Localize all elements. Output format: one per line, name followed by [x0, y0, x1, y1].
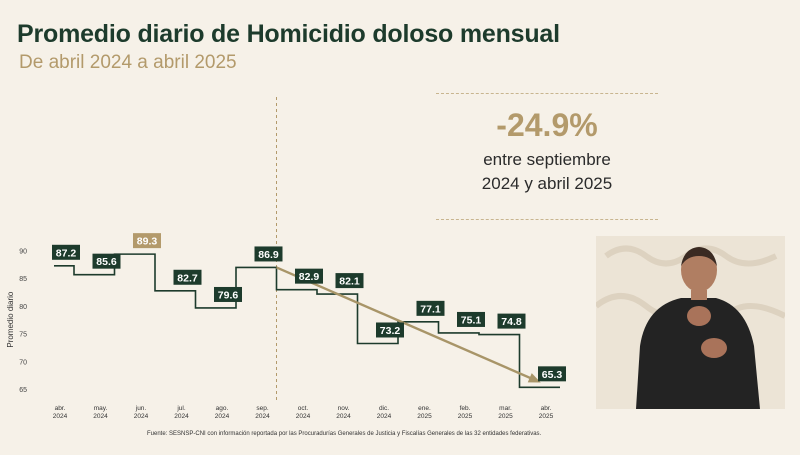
- y-tick-label: 90: [19, 248, 27, 255]
- x-tick-year-label: 2024: [215, 413, 230, 420]
- x-tick-year-label: 2024: [134, 413, 149, 420]
- x-tick-month-label: oct.: [298, 405, 309, 412]
- data-label: 77.1: [420, 303, 441, 315]
- kpi-top-divider: [436, 93, 658, 94]
- data-label-box: [538, 366, 566, 382]
- data-label: 73.2: [380, 325, 401, 337]
- data-label-box: [457, 311, 485, 327]
- kpi-line-2: 2024 y abril 2025: [481, 174, 613, 193]
- kpi-description: entre septiembre 2024 y abril 2025: [436, 148, 658, 196]
- x-tick-year-label: 2025: [539, 413, 554, 420]
- x-tick-month-label: dic.: [379, 405, 389, 412]
- source-note: Fuente: SESNSP-CNI con información repor…: [147, 431, 542, 437]
- series-step-line: [54, 253, 560, 389]
- x-tick-month-label: abr.: [55, 405, 66, 412]
- data-label-box: [416, 300, 445, 316]
- x-tick-year-label: 2024: [93, 413, 108, 420]
- y-tick-label: 80: [19, 304, 27, 311]
- x-tick-month-label: nov.: [338, 405, 350, 412]
- x-tick-year-label: 2024: [296, 413, 311, 420]
- kpi-bottom-divider: [436, 219, 658, 220]
- x-tick-year-label: 2025: [417, 413, 432, 420]
- data-label: 85.6: [96, 256, 117, 268]
- x-tick-year-label: 2024: [336, 413, 351, 420]
- trend-arrow-line: [276, 266, 539, 383]
- trend-arrowhead: [527, 373, 541, 383]
- data-label: 87.2: [56, 247, 77, 259]
- data-label: 86.9: [258, 249, 279, 261]
- data-label: 82.7: [177, 272, 198, 284]
- x-tick-month-label: sep.: [256, 405, 268, 412]
- x-tick-month-label: jul.: [176, 405, 186, 412]
- data-label-box: [173, 269, 202, 285]
- x-tick-year-label: 2024: [174, 413, 189, 420]
- x-tick-month-label: ene.: [418, 405, 431, 412]
- data-label-box: [92, 253, 121, 269]
- data-label-box: [376, 322, 404, 338]
- y-tick-label: 75: [19, 332, 27, 339]
- data-label-box: [254, 246, 283, 262]
- x-tick-year-label: 2024: [255, 413, 270, 420]
- y-tick-label: 65: [19, 387, 27, 394]
- y-axis-label: Promedio diario: [6, 291, 15, 348]
- sign-language-interpreter-video: [596, 236, 785, 409]
- y-tick-label: 85: [19, 276, 27, 283]
- x-tick-month-label: ago.: [216, 405, 229, 412]
- interpreter-figure-icon: [596, 236, 785, 409]
- data-label: 89.3: [137, 236, 158, 248]
- x-tick-month-label: abr.: [541, 405, 552, 412]
- x-tick-year-label: 2024: [377, 413, 392, 420]
- x-tick-month-label: feb.: [460, 405, 471, 412]
- page-title: Promedio diario de Homicidio doloso mens…: [17, 20, 560, 48]
- data-label: 65.3: [542, 369, 563, 381]
- y-tick-label: 70: [19, 359, 27, 366]
- x-tick-month-label: mar.: [499, 405, 512, 412]
- data-label-box: [497, 313, 526, 329]
- data-label-box: [52, 244, 80, 260]
- kpi-line-1: entre septiembre: [483, 150, 611, 169]
- data-label-box: [295, 268, 323, 284]
- data-label: 75.1: [461, 314, 482, 326]
- data-label-box: [214, 286, 242, 302]
- data-label-box: [133, 233, 161, 249]
- data-label: 82.1: [339, 276, 360, 288]
- x-tick-month-label: may.: [94, 405, 108, 412]
- data-label: 74.8: [501, 316, 522, 328]
- x-tick-year-label: 2024: [53, 413, 68, 420]
- data-label: 79.6: [218, 289, 239, 301]
- data-label-box: [335, 273, 364, 289]
- x-tick-year-label: 2025: [498, 413, 513, 420]
- kpi-value: -24.9%: [496, 107, 598, 143]
- x-tick-month-label: jun.: [135, 405, 147, 412]
- data-label: 82.9: [299, 271, 320, 283]
- x-tick-year-label: 2025: [458, 413, 473, 420]
- page-subtitle: De abril 2024 a abril 2025: [19, 52, 237, 73]
